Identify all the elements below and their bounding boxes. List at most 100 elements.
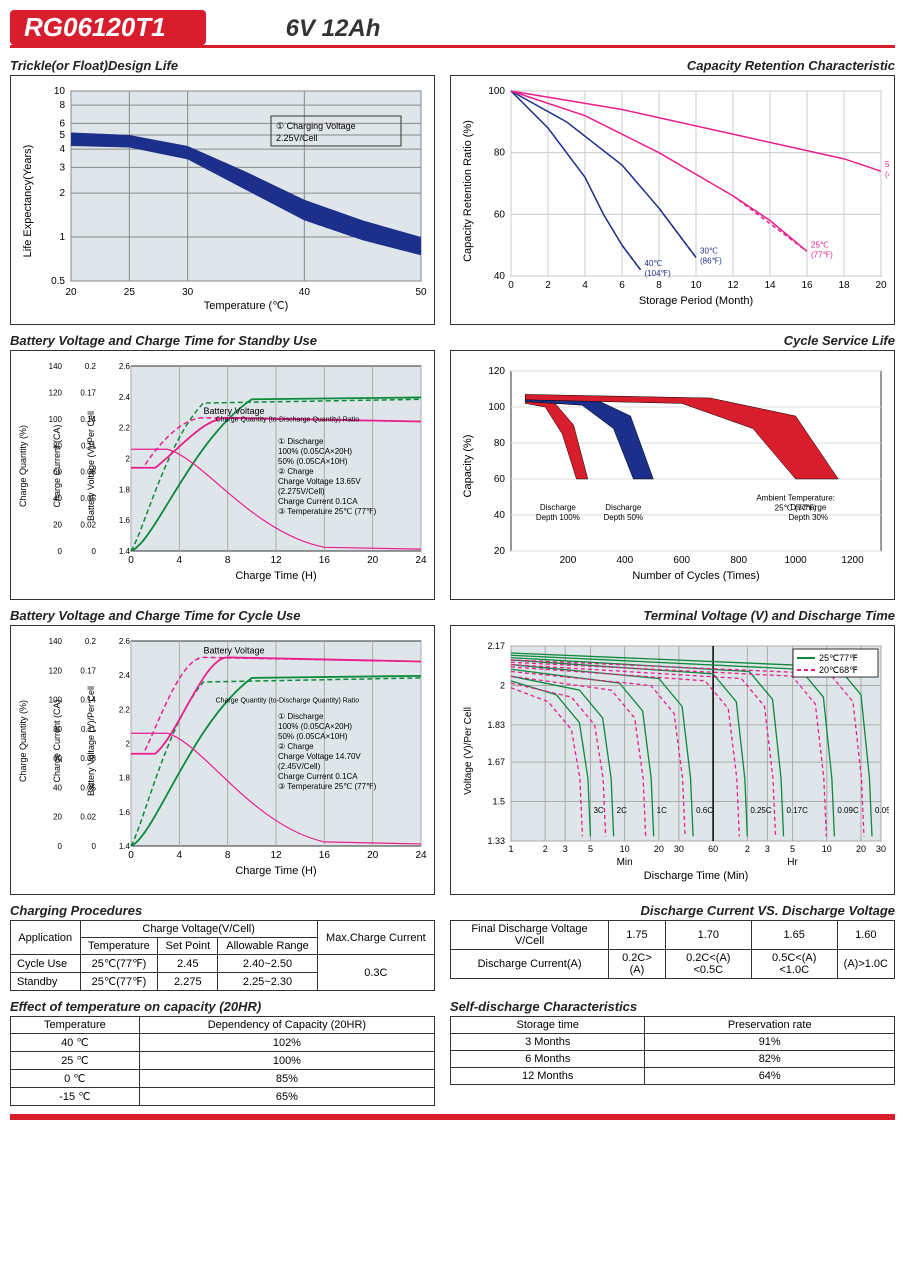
svg-text:10: 10 [54,86,66,97]
svg-text:Ambient Temperature:: Ambient Temperature: [756,494,835,503]
svg-text:1.5: 1.5 [492,797,505,807]
panel-terminal-voltage: Terminal Voltage (V) and Discharge Time … [450,606,895,895]
svg-text:2: 2 [500,680,505,690]
svg-text:140: 140 [49,362,63,371]
svg-text:2: 2 [543,844,548,854]
svg-text:3: 3 [765,844,770,854]
svg-text:14: 14 [764,280,776,291]
svg-text:1: 1 [508,844,513,854]
svg-text:20℃68℉: 20℃68℉ [819,665,858,675]
panel-cycle-life: Cycle Service Life 200400600800100012002… [450,331,895,600]
svg-text:3: 3 [563,844,568,854]
svg-text:3C: 3C [593,806,603,815]
svg-text:600: 600 [673,555,690,566]
svg-text:2.6: 2.6 [119,362,131,371]
table-charging: Application Charge Voltage(V/Cell) Max.C… [10,920,435,991]
svg-text:2.2: 2.2 [119,424,131,433]
svg-text:1.4: 1.4 [119,547,131,556]
svg-text:6: 6 [59,118,65,129]
svg-text:20: 20 [53,521,62,530]
svg-text:0.5: 0.5 [51,276,65,287]
svg-text:Hr: Hr [787,857,798,868]
title-cycle-charge: Battery Voltage and Charge Time for Cycl… [10,608,435,623]
svg-text:Storage Period (Month): Storage Period (Month) [639,295,753,307]
svg-text:2: 2 [59,188,65,199]
svg-text:1.8: 1.8 [119,485,131,494]
svg-text:10: 10 [620,844,630,854]
svg-text:③ Temperature 25℃ (77℉): ③ Temperature 25℃ (77℉) [278,507,377,516]
footer-bar [10,1114,895,1120]
spec-text: 6V 12Ah [286,15,381,45]
svg-text:20: 20 [875,280,887,291]
panel-cycle-charge: Battery Voltage and Charge Time for Cycl… [10,606,435,895]
svg-text:50: 50 [415,287,427,298]
svg-text:6: 6 [619,280,625,291]
svg-text:1.83: 1.83 [487,720,505,730]
title-terminal: Terminal Voltage (V) and Discharge Time [450,608,895,623]
svg-text:Min: Min [617,857,633,868]
title-charging-proc: Charging Procedures [10,903,435,918]
svg-text:Charge Current (CA): Charge Current (CA) [52,424,62,507]
svg-text:1C: 1C [657,806,667,815]
svg-text:Battery Voltage: Battery Voltage [204,645,265,655]
panel-discharge-vs: Discharge Current VS. Discharge Voltage … [450,901,895,991]
svg-text:Charge Quantity (%): Charge Quantity (%) [18,425,28,507]
svg-text:20: 20 [494,546,506,557]
svg-text:0: 0 [92,842,97,851]
svg-text:Temperature (℃): Temperature (℃) [204,300,289,312]
svg-text:Voltage (V)/Per Cell: Voltage (V)/Per Cell [463,707,474,795]
svg-text:12: 12 [270,555,282,566]
svg-text:80: 80 [494,438,506,449]
svg-text:5: 5 [790,844,795,854]
svg-text:(41℉): (41℉) [885,170,889,179]
svg-text:Number of Cycles (Times): Number of Cycles (Times) [632,570,759,582]
svg-text:12: 12 [270,850,282,861]
svg-text:40: 40 [494,510,506,521]
svg-text:Charge Current 0.1CA: Charge Current 0.1CA [278,772,358,781]
svg-text:2.6: 2.6 [119,637,131,646]
svg-text:8: 8 [59,100,65,111]
svg-text:50% (0.05CA×10H): 50% (0.05CA×10H) [278,732,348,741]
svg-text:0.09C: 0.09C [837,806,859,815]
svg-text:20: 20 [654,844,664,854]
svg-text:0.2: 0.2 [85,362,97,371]
svg-text:Capacity Retention Ratio (%): Capacity Retention Ratio (%) [462,120,474,262]
svg-text:0.2: 0.2 [85,637,97,646]
svg-text:① Discharge: ① Discharge [278,712,324,721]
svg-text:1200: 1200 [841,555,864,566]
svg-text:140: 140 [49,637,63,646]
svg-text:Depth 100%: Depth 100% [536,513,580,522]
svg-text:1: 1 [59,232,65,243]
panel-capacity-retention: Capacity Retention Characteristic 024681… [450,56,895,325]
svg-text:12: 12 [727,280,739,291]
panel-charging-proc: Charging Procedures Application Charge V… [10,901,435,991]
svg-text:8: 8 [656,280,662,291]
svg-text:1.8: 1.8 [119,774,131,783]
svg-text:24: 24 [415,850,427,861]
svg-text:③ Temperature 25℃ (77℉): ③ Temperature 25℃ (77℉) [278,782,377,791]
svg-text:0: 0 [58,842,63,851]
svg-text:20: 20 [65,287,77,298]
svg-text:Capacity (%): Capacity (%) [462,435,474,498]
title-discharge-vs: Discharge Current VS. Discharge Voltage [450,903,895,918]
svg-text:40℃: 40℃ [645,259,663,268]
title-retention: Capacity Retention Characteristic [450,58,895,73]
svg-text:5: 5 [588,844,593,854]
svg-text:16: 16 [319,555,331,566]
svg-text:2: 2 [126,455,131,464]
svg-text:100: 100 [49,415,63,424]
svg-text:1.4: 1.4 [119,842,131,851]
svg-text:Charge Time (H): Charge Time (H) [235,570,316,582]
svg-text:25℃77℉: 25℃77℉ [819,653,858,663]
model-badge: RG06120T1 [10,10,206,45]
title-temp-cap: Effect of temperature on capacity (20HR) [10,999,435,1014]
svg-text:Charge Quantity (to-Discharge: Charge Quantity (to-Discharge Quantity) … [216,698,360,705]
svg-text:4: 4 [177,850,183,861]
svg-text:0: 0 [128,850,134,861]
title-self-discharge: Self-discharge Characteristics [450,999,895,1014]
svg-text:1.6: 1.6 [119,516,131,525]
svg-text:25℃ (77℉): 25℃ (77℉) [775,504,817,513]
panel-temp-capacity: Effect of temperature on capacity (20HR)… [10,997,435,1106]
svg-text:Charge Quantity (%): Charge Quantity (%) [18,700,28,782]
svg-text:8: 8 [225,555,231,566]
